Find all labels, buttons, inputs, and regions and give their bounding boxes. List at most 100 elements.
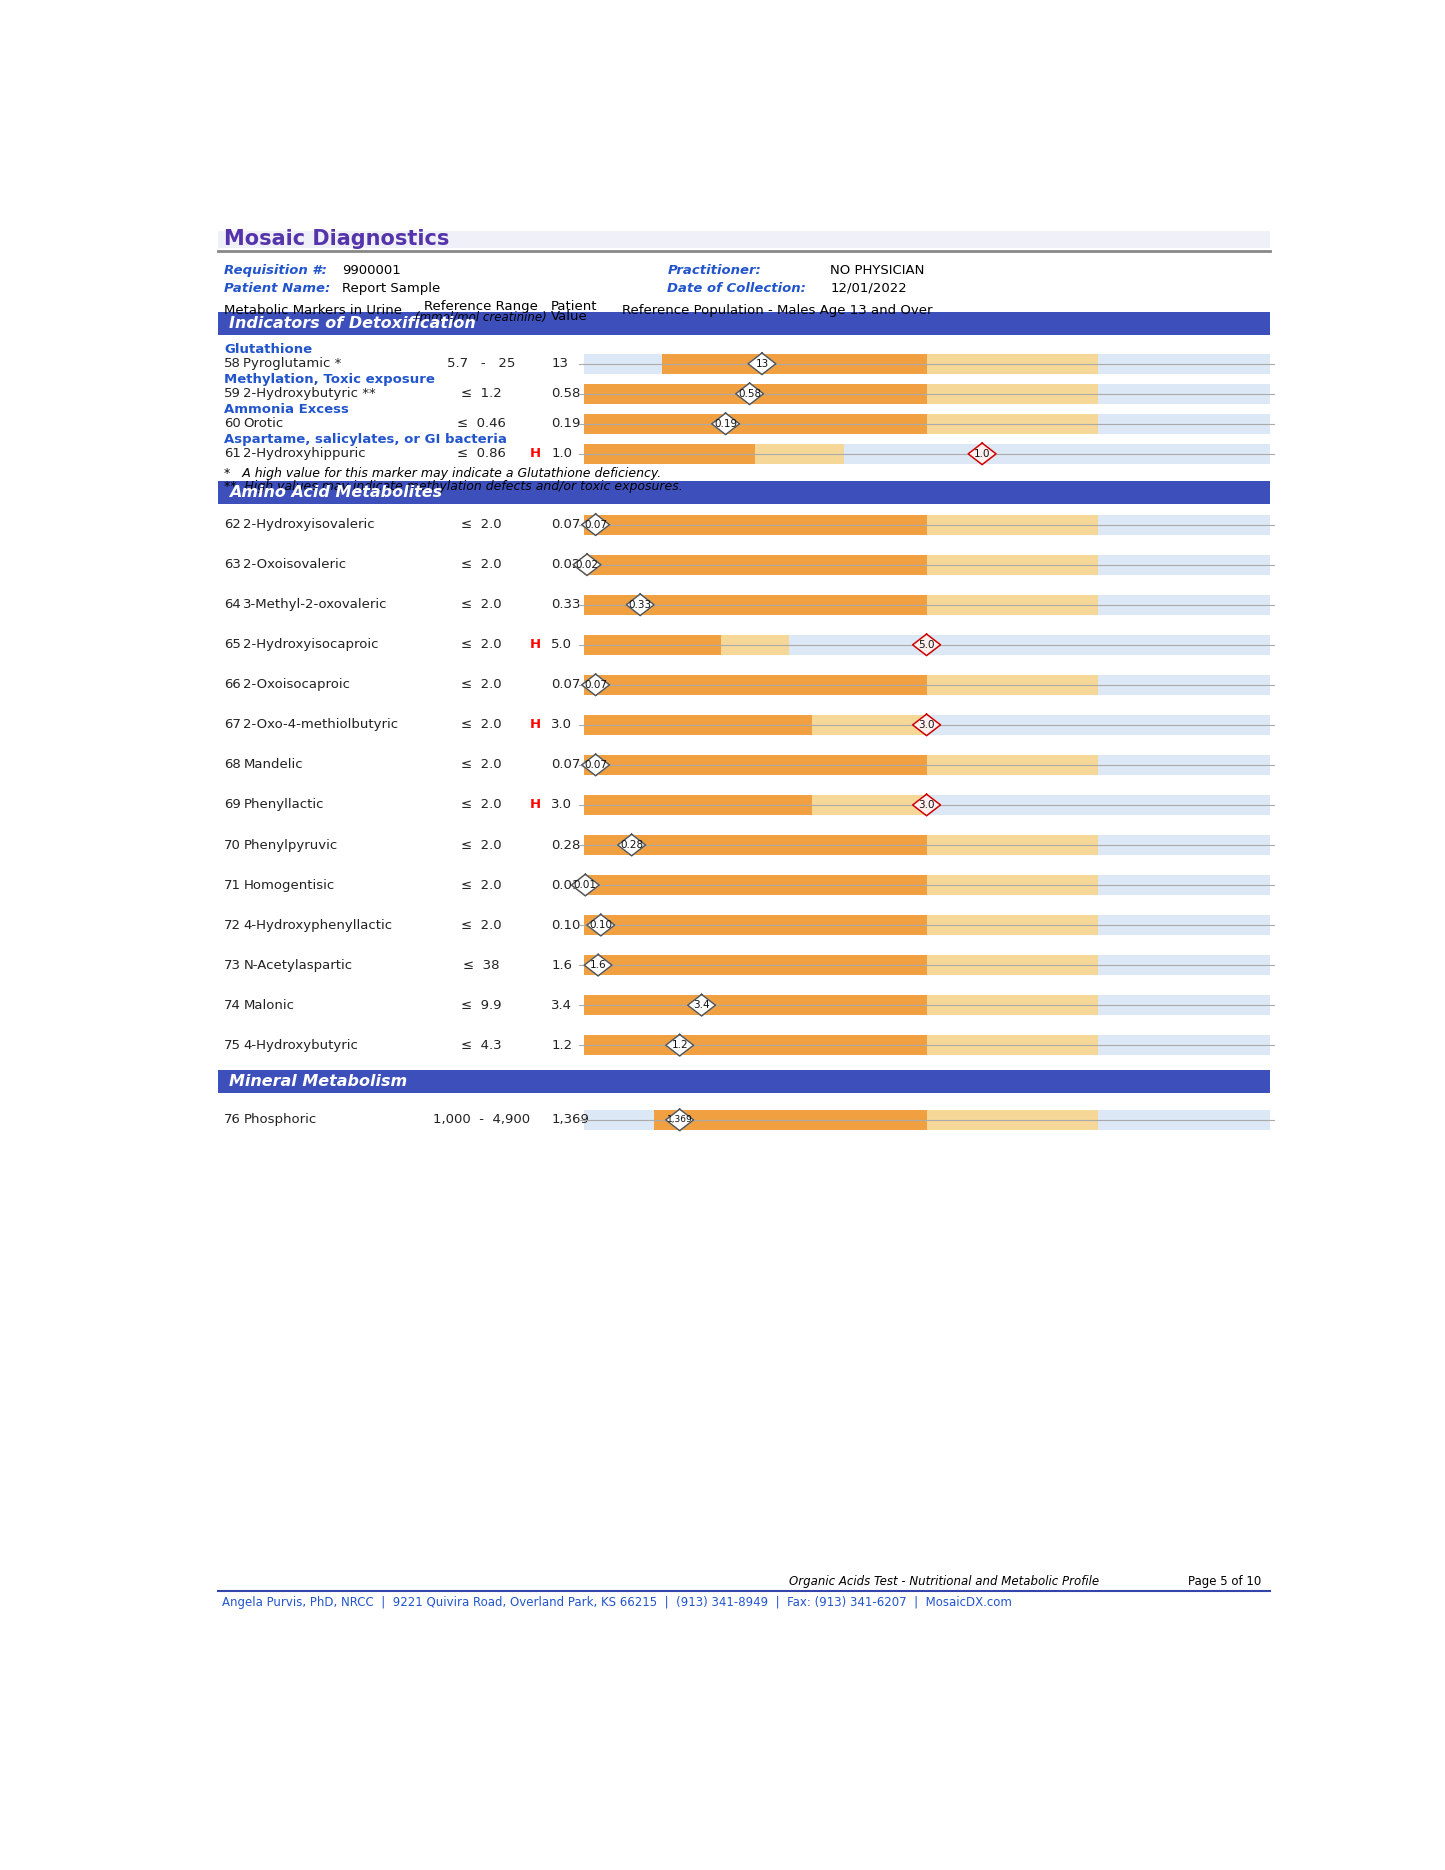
Text: 69: 69 (224, 798, 241, 812)
Text: Patient Name:: Patient Name: (224, 282, 331, 295)
Text: 4-Hydroxybutyric: 4-Hydroxybutyric (243, 1038, 358, 1051)
Text: Reference Population - Males Age 13 and Over: Reference Population - Males Age 13 and … (623, 305, 933, 318)
Text: N-Acetylaspartic: N-Acetylaspartic (243, 959, 353, 972)
Bar (926, 1036, 1098, 1055)
Bar (926, 875, 1098, 896)
Text: 1.2: 1.2 (672, 1040, 688, 1051)
Text: Mineral Metabolism: Mineral Metabolism (228, 1073, 407, 1088)
Bar (926, 413, 1098, 434)
Bar (756, 443, 844, 464)
Text: Phosphoric: Phosphoric (243, 1113, 316, 1126)
Text: 3.4: 3.4 (551, 999, 572, 1012)
Text: 1,369: 1,369 (551, 1113, 590, 1126)
Polygon shape (582, 754, 610, 776)
Bar (926, 1111, 1098, 1129)
Text: Metabolic Markers in Urine: Metabolic Markers in Urine (224, 305, 402, 318)
Polygon shape (736, 383, 763, 404)
Bar (584, 514, 1270, 535)
Bar (584, 353, 1270, 374)
Bar (926, 836, 1098, 855)
Bar (926, 383, 1098, 404)
Text: 2-Hydroxyhippuric: 2-Hydroxyhippuric (243, 447, 366, 460)
Text: Methylation, Toxic exposure: Methylation, Toxic exposure (224, 374, 435, 387)
Text: 0.19: 0.19 (551, 417, 581, 430)
Bar (926, 956, 1098, 974)
Polygon shape (582, 673, 610, 696)
Polygon shape (913, 714, 941, 735)
Bar (584, 875, 926, 896)
Text: H: H (530, 718, 542, 731)
Polygon shape (968, 443, 996, 464)
Text: 59: 59 (224, 387, 241, 400)
Bar (584, 995, 926, 1015)
Text: 13: 13 (551, 357, 568, 370)
Text: 2-Hydroxybutyric **: 2-Hydroxybutyric ** (243, 387, 376, 400)
Text: Reference Range: Reference Range (425, 299, 538, 312)
Text: Date of Collection:: Date of Collection: (668, 282, 806, 295)
Text: 67: 67 (224, 718, 241, 731)
Bar (584, 383, 926, 404)
Bar (584, 555, 926, 574)
Text: Indicators of Detoxification: Indicators of Detoxification (228, 316, 475, 331)
Text: Amino Acid Metabolites: Amino Acid Metabolites (228, 484, 442, 499)
Polygon shape (711, 413, 740, 434)
Text: Practitioner:: Practitioner: (668, 264, 762, 277)
Text: 0.33: 0.33 (629, 600, 652, 610)
Text: Phenyllactic: Phenyllactic (243, 798, 324, 812)
Polygon shape (913, 634, 941, 656)
Bar (584, 555, 1270, 574)
Bar (584, 755, 926, 774)
Text: ≤  2.0: ≤ 2.0 (461, 638, 501, 651)
Text: 76: 76 (224, 1113, 241, 1126)
Text: 1,000  -  4,900: 1,000 - 4,900 (432, 1113, 530, 1126)
Text: ≤  2.0: ≤ 2.0 (461, 879, 501, 892)
Text: 58: 58 (224, 357, 241, 370)
Polygon shape (913, 795, 941, 815)
Polygon shape (584, 954, 613, 976)
Text: 2-Oxo-4-methiolbutyric: 2-Oxo-4-methiolbutyric (243, 718, 399, 731)
Text: 0.02: 0.02 (575, 559, 598, 570)
Bar (584, 634, 1270, 654)
Polygon shape (587, 914, 614, 935)
Bar (584, 383, 1270, 404)
Text: Organic Acids Test - Nutritional and Metabolic Profile: Organic Acids Test - Nutritional and Met… (789, 1575, 1100, 1588)
Text: 0.10: 0.10 (551, 918, 581, 931)
Text: 61: 61 (224, 447, 241, 460)
Text: ≤  2.0: ≤ 2.0 (461, 598, 501, 611)
Bar (926, 755, 1098, 774)
Bar (584, 714, 812, 735)
Text: 0.01: 0.01 (574, 881, 597, 890)
Text: 9900001: 9900001 (342, 264, 400, 277)
Text: 0.07: 0.07 (584, 759, 607, 770)
Bar (584, 795, 812, 815)
Text: 4-Hydroxyphenyllactic: 4-Hydroxyphenyllactic (243, 918, 393, 931)
Text: Mandelic: Mandelic (243, 759, 303, 772)
Text: 60: 60 (224, 417, 241, 430)
Text: ≤  2.0: ≤ 2.0 (461, 559, 501, 570)
Text: 73: 73 (224, 959, 241, 972)
Text: 0.28: 0.28 (620, 840, 643, 851)
Bar (584, 956, 1270, 974)
Bar (218, 312, 1270, 335)
Bar (653, 1111, 926, 1129)
Text: Value: Value (551, 310, 588, 324)
Text: 1,369: 1,369 (666, 1115, 692, 1124)
Text: 0.10: 0.10 (590, 920, 613, 929)
Text: Phenylpyruvic: Phenylpyruvic (243, 838, 338, 851)
Text: 2-Hydroxyisovaleric: 2-Hydroxyisovaleric (243, 518, 376, 531)
Bar (584, 836, 926, 855)
Bar (584, 755, 1270, 774)
Text: ≤  1.2: ≤ 1.2 (461, 387, 501, 400)
Text: 0.58: 0.58 (551, 387, 581, 400)
Bar (584, 675, 926, 696)
Bar (584, 675, 1270, 696)
Bar (584, 634, 721, 654)
Bar (662, 353, 926, 374)
Bar (584, 595, 1270, 615)
Polygon shape (571, 875, 600, 896)
Text: 0.07: 0.07 (551, 759, 581, 772)
Text: ≤  2.0: ≤ 2.0 (461, 918, 501, 931)
Text: ≤  4.3: ≤ 4.3 (461, 1038, 501, 1051)
Text: ≤  0.46: ≤ 0.46 (457, 417, 506, 430)
Bar (584, 875, 1270, 896)
